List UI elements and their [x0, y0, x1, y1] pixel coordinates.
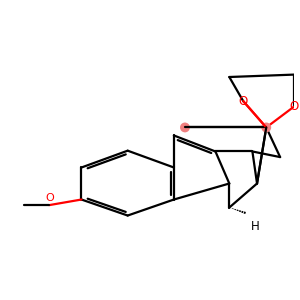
Text: O: O	[290, 100, 298, 113]
Circle shape	[180, 122, 190, 132]
Text: O: O	[238, 94, 248, 107]
Circle shape	[261, 122, 271, 132]
Text: O: O	[45, 193, 54, 203]
Text: H: H	[251, 220, 260, 233]
